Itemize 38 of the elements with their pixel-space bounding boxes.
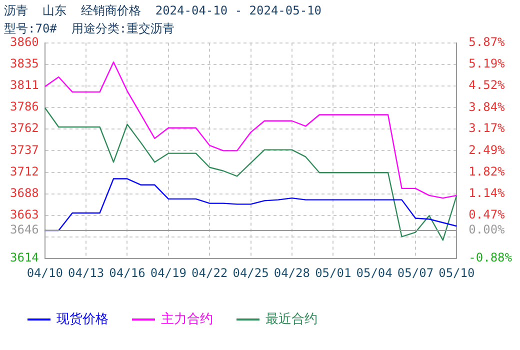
y-tick-label: 3786 — [10, 100, 39, 114]
legend-label: 最近合约 — [266, 312, 318, 327]
x-tick-label: 04/28 — [274, 266, 310, 280]
legend-label: 主力合约 — [161, 310, 213, 327]
y2-tick-label: 2.49% — [468, 142, 506, 157]
y2-tick-label: -0.88% — [468, 250, 513, 265]
y-tick-label: 3614 — [10, 250, 39, 265]
y2-tick-label: 1.82% — [468, 164, 506, 178]
y2-tick-label: 1.14% — [468, 186, 506, 200]
chart-title: 沥青 山东 经销商价格 2024-04-10 - 2024-05-10 — [4, 3, 322, 18]
y-tick-label: 3663 — [10, 208, 39, 222]
x-tick-label: 04/22 — [192, 266, 228, 280]
y2-tick-label: 3.84% — [468, 100, 506, 114]
y-tick-label: 3835 — [10, 56, 39, 71]
y2-tick-label: 5.87% — [468, 34, 506, 49]
y2-tick-label: 0.00% — [468, 222, 506, 237]
y2-tick-label: 5.19% — [468, 56, 506, 71]
y-tick-label: 3737 — [10, 142, 39, 157]
x-tick-label: 04/10 — [26, 266, 63, 280]
y-tick-label: 3811 — [10, 78, 39, 92]
y-tick-label: 3860 — [10, 34, 39, 49]
x-tick-label: 05/04 — [356, 266, 392, 280]
y-tick-label: 3762 — [10, 121, 39, 136]
x-tick-label: 04/13 — [68, 266, 104, 280]
y-tick-label: 3646 — [10, 222, 39, 237]
legend-label: 现货价格 — [56, 312, 108, 327]
y2-tick-label: 0.47% — [468, 208, 506, 222]
y-tick-label: 3688 — [10, 186, 39, 200]
x-tick-label: 04/25 — [232, 266, 269, 280]
y-tick-label: 3712 — [10, 164, 39, 178]
x-tick-label: 05/10 — [438, 266, 475, 280]
x-tick-label: 05/07 — [397, 266, 434, 280]
x-tick-label: 04/16 — [109, 266, 146, 280]
y2-tick-label: 4.52% — [468, 78, 506, 92]
y2-tick-label: 3.17% — [468, 121, 506, 136]
chart-subtitle: 型号:70# 用途分类:重交沥青 — [4, 22, 175, 36]
x-tick-label: 05/01 — [315, 266, 352, 280]
x-tick-label: 04/19 — [150, 266, 186, 280]
